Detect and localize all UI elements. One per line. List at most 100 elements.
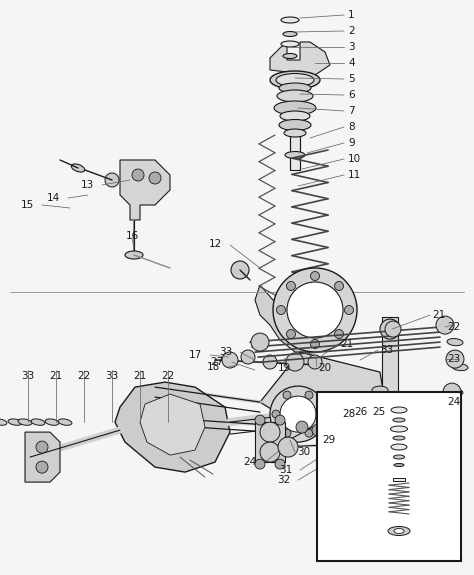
- Circle shape: [443, 383, 461, 401]
- Circle shape: [280, 396, 316, 432]
- Circle shape: [260, 422, 280, 442]
- Text: 20: 20: [318, 363, 331, 373]
- Text: 26: 26: [354, 407, 367, 417]
- Text: 19: 19: [277, 363, 291, 373]
- Ellipse shape: [281, 41, 299, 47]
- Ellipse shape: [393, 455, 404, 459]
- Text: 28: 28: [342, 409, 355, 419]
- Bar: [382, 317, 398, 432]
- Text: 23: 23: [447, 354, 460, 364]
- Circle shape: [308, 355, 322, 369]
- Circle shape: [36, 441, 48, 453]
- Text: 22: 22: [161, 371, 174, 381]
- Text: 14: 14: [47, 193, 60, 203]
- Circle shape: [319, 411, 331, 423]
- Ellipse shape: [285, 151, 305, 159]
- Circle shape: [310, 339, 319, 348]
- Polygon shape: [25, 432, 60, 482]
- Circle shape: [149, 172, 161, 184]
- Text: 7: 7: [348, 106, 355, 116]
- Polygon shape: [115, 382, 230, 472]
- Text: 32: 32: [277, 475, 290, 485]
- Text: 2: 2: [348, 26, 355, 36]
- Polygon shape: [120, 160, 170, 220]
- Circle shape: [272, 410, 280, 418]
- Circle shape: [385, 321, 401, 337]
- Bar: [393, 478, 405, 481]
- Ellipse shape: [284, 129, 306, 137]
- Circle shape: [375, 432, 395, 452]
- Circle shape: [296, 421, 308, 433]
- Text: 25: 25: [372, 407, 385, 417]
- Ellipse shape: [58, 419, 72, 426]
- Ellipse shape: [437, 321, 453, 329]
- Text: 22: 22: [77, 371, 91, 381]
- Circle shape: [273, 268, 357, 352]
- Polygon shape: [255, 285, 357, 352]
- Text: 11: 11: [348, 170, 361, 180]
- Circle shape: [278, 437, 298, 457]
- Text: 33: 33: [21, 371, 35, 381]
- Text: 17: 17: [189, 350, 202, 360]
- Text: 12: 12: [209, 239, 222, 249]
- Circle shape: [436, 316, 454, 334]
- Circle shape: [263, 355, 277, 369]
- Circle shape: [270, 386, 326, 442]
- Text: 30: 30: [297, 447, 310, 457]
- Ellipse shape: [31, 419, 45, 426]
- Text: 24: 24: [244, 457, 257, 467]
- Circle shape: [335, 281, 344, 290]
- Circle shape: [283, 429, 291, 437]
- Circle shape: [260, 442, 280, 462]
- Circle shape: [380, 319, 400, 339]
- Text: 21: 21: [340, 339, 353, 349]
- Ellipse shape: [447, 389, 463, 396]
- Bar: [255, 422, 285, 462]
- Ellipse shape: [283, 53, 297, 59]
- Text: 22: 22: [447, 322, 460, 332]
- Circle shape: [446, 350, 464, 368]
- Ellipse shape: [281, 17, 299, 23]
- Circle shape: [316, 410, 324, 418]
- Ellipse shape: [391, 426, 408, 432]
- Text: 3: 3: [348, 42, 355, 52]
- Ellipse shape: [391, 407, 407, 413]
- Circle shape: [305, 429, 313, 437]
- Ellipse shape: [394, 463, 404, 466]
- Text: 15: 15: [21, 200, 34, 210]
- Circle shape: [310, 271, 319, 281]
- Circle shape: [132, 169, 144, 181]
- Text: 4: 4: [348, 58, 355, 68]
- Polygon shape: [140, 394, 205, 455]
- Circle shape: [345, 305, 354, 315]
- Circle shape: [251, 333, 269, 351]
- Ellipse shape: [452, 363, 468, 371]
- Ellipse shape: [125, 251, 143, 259]
- Ellipse shape: [0, 419, 7, 426]
- Text: 10: 10: [348, 154, 361, 164]
- Text: 21: 21: [133, 371, 146, 381]
- Ellipse shape: [276, 74, 314, 86]
- Ellipse shape: [270, 71, 320, 89]
- Bar: [285, 285, 305, 310]
- Text: 13: 13: [81, 180, 94, 190]
- Ellipse shape: [447, 339, 463, 346]
- Ellipse shape: [277, 90, 313, 102]
- Circle shape: [286, 329, 295, 339]
- Text: 33: 33: [219, 347, 232, 357]
- Text: 6: 6: [348, 90, 355, 100]
- Ellipse shape: [394, 528, 404, 534]
- Circle shape: [286, 353, 304, 371]
- Bar: [317, 392, 461, 561]
- Text: 29: 29: [322, 435, 335, 445]
- Circle shape: [241, 350, 255, 364]
- Text: 9: 9: [348, 138, 355, 148]
- Ellipse shape: [45, 419, 59, 426]
- Ellipse shape: [18, 419, 32, 426]
- Ellipse shape: [280, 111, 310, 121]
- Circle shape: [312, 424, 324, 436]
- Text: 27: 27: [211, 357, 224, 367]
- Circle shape: [36, 461, 48, 473]
- Circle shape: [283, 391, 291, 399]
- Circle shape: [105, 173, 119, 187]
